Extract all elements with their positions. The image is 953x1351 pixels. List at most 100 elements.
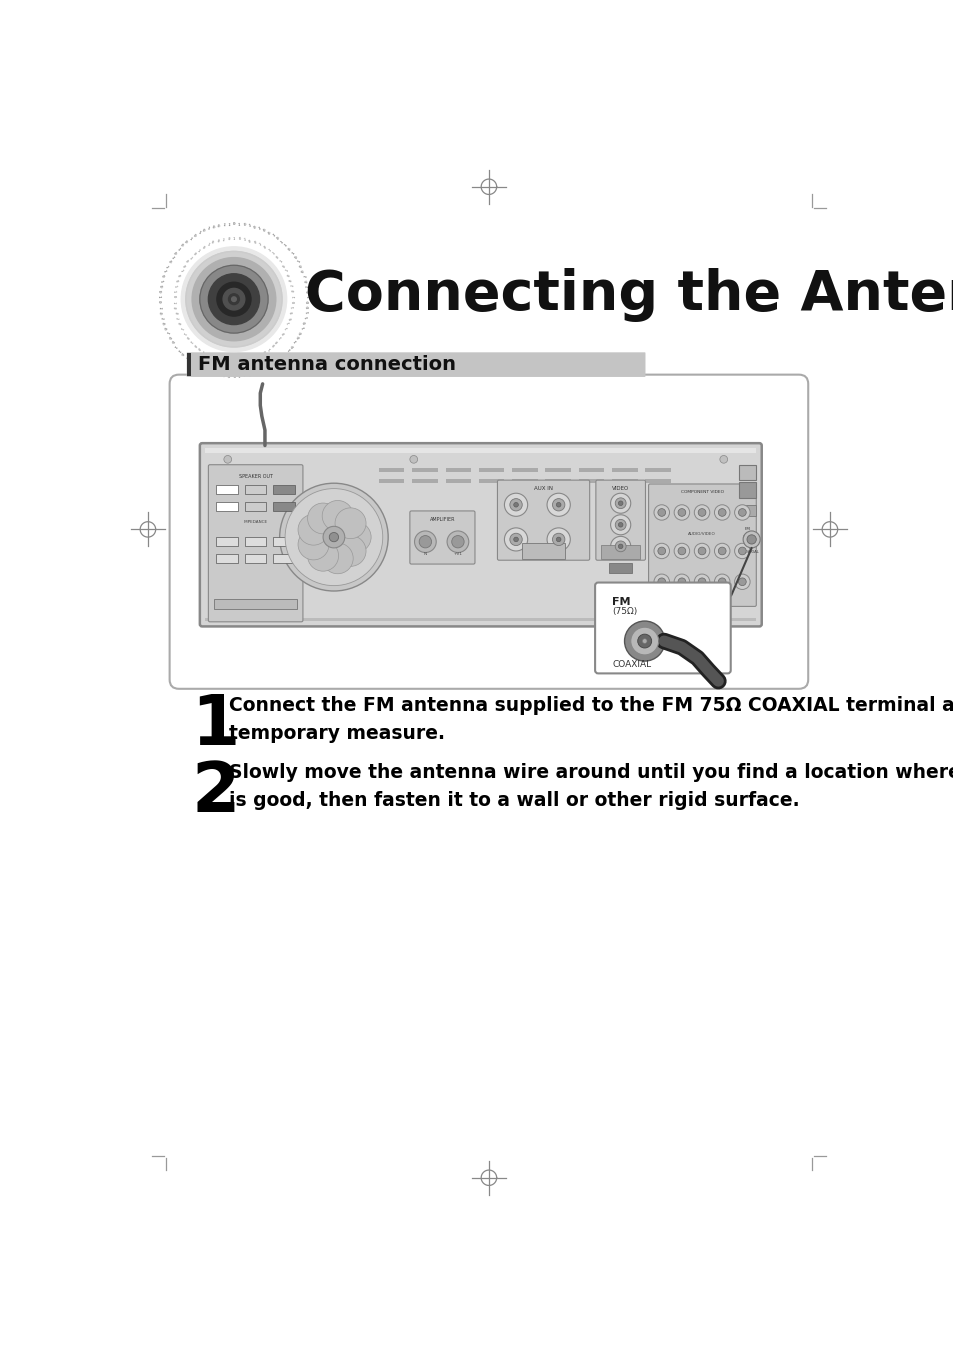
Circle shape — [624, 621, 664, 661]
FancyBboxPatch shape — [410, 511, 475, 565]
Text: 1: 1 — [175, 347, 180, 351]
Circle shape — [513, 538, 517, 542]
Text: 0: 0 — [272, 342, 275, 347]
Circle shape — [186, 251, 282, 347]
Circle shape — [552, 499, 564, 511]
Text: FM: FM — [744, 527, 750, 531]
Bar — [645, 480, 670, 484]
Text: 1: 1 — [306, 285, 310, 288]
Bar — [545, 467, 571, 471]
Circle shape — [738, 547, 745, 555]
Text: 1: 1 — [162, 269, 167, 273]
Text: 1: 1 — [221, 238, 225, 242]
Text: 0: 0 — [263, 349, 267, 353]
Text: 0: 0 — [289, 278, 294, 282]
Text: 0: 0 — [292, 301, 296, 303]
Text: 0: 0 — [237, 357, 240, 361]
Text: 0: 0 — [166, 259, 171, 263]
Text: 1: 1 — [292, 296, 296, 297]
Circle shape — [718, 547, 725, 555]
Text: 1: 1 — [267, 249, 272, 253]
Text: 0: 0 — [227, 372, 230, 376]
Circle shape — [415, 531, 436, 553]
Text: AMPLIFIER: AMPLIFIER — [429, 517, 455, 521]
Text: 1: 1 — [206, 367, 210, 372]
Bar — [578, 467, 604, 471]
Text: 0: 0 — [282, 263, 287, 269]
Text: 0: 0 — [172, 251, 177, 255]
Text: Connect the FM antenna supplied to the FM 75Ω COAXIAL terminal as a
temporary me: Connect the FM antenna supplied to the F… — [229, 696, 953, 743]
Text: COAXIAL: COAXIAL — [742, 550, 760, 554]
Text: 0: 0 — [253, 226, 256, 230]
Circle shape — [285, 489, 382, 585]
Text: 0: 0 — [257, 367, 261, 372]
Text: 0: 0 — [248, 239, 252, 243]
Text: 0: 0 — [248, 355, 252, 359]
Text: 0: 0 — [306, 290, 311, 293]
Text: 0: 0 — [296, 335, 301, 339]
Bar — [412, 480, 437, 484]
Circle shape — [698, 578, 705, 585]
Text: 0: 0 — [233, 357, 234, 361]
Text: 1: 1 — [248, 224, 251, 228]
Circle shape — [698, 508, 705, 516]
Text: 1: 1 — [237, 223, 240, 227]
Text: 1: 1 — [296, 259, 301, 263]
Circle shape — [746, 535, 756, 544]
Circle shape — [509, 499, 521, 511]
Text: 1: 1 — [196, 363, 200, 367]
Text: 1: 1 — [211, 353, 214, 358]
Bar — [478, 480, 504, 484]
Bar — [274, 485, 294, 494]
Text: 0: 0 — [160, 274, 165, 278]
Text: 1: 1 — [237, 372, 240, 376]
Text: 0: 0 — [179, 350, 184, 355]
Bar — [274, 501, 294, 511]
Text: 0: 0 — [275, 236, 280, 240]
Bar — [739, 482, 756, 497]
Bar — [245, 501, 266, 511]
Circle shape — [615, 519, 625, 530]
Circle shape — [654, 574, 669, 589]
Text: IN: IN — [423, 551, 427, 555]
Text: 1: 1 — [181, 330, 186, 334]
Bar — [478, 467, 504, 471]
Text: 1: 1 — [222, 372, 225, 376]
Text: 0: 0 — [157, 311, 162, 313]
Text: 1: 1 — [267, 346, 272, 350]
FancyBboxPatch shape — [170, 374, 807, 689]
Text: 1: 1 — [158, 316, 163, 319]
Circle shape — [654, 543, 669, 559]
FancyBboxPatch shape — [497, 480, 589, 561]
Text: 1: 1 — [227, 357, 230, 361]
Text: 0: 0 — [176, 322, 180, 324]
Text: 1: 1 — [304, 316, 309, 319]
Circle shape — [504, 528, 527, 551]
Circle shape — [720, 455, 727, 463]
Text: 0: 0 — [157, 285, 162, 288]
Text: 0: 0 — [272, 361, 275, 365]
Text: 0: 0 — [287, 274, 292, 277]
FancyBboxPatch shape — [199, 443, 760, 627]
Circle shape — [546, 528, 570, 551]
Text: 1: 1 — [291, 284, 294, 288]
Text: 0: 0 — [184, 335, 189, 339]
Circle shape — [418, 535, 431, 549]
Text: 0: 0 — [162, 326, 167, 330]
Circle shape — [658, 547, 665, 555]
Text: 0: 0 — [243, 372, 246, 376]
Text: 0: 0 — [307, 300, 311, 303]
Text: 1: 1 — [307, 295, 311, 299]
Text: 0: 0 — [282, 330, 287, 334]
Text: 0: 0 — [221, 357, 225, 361]
Text: 0: 0 — [287, 247, 292, 251]
Circle shape — [734, 505, 749, 520]
Bar — [274, 554, 294, 563]
Text: 1: 1 — [201, 349, 205, 353]
Text: IMPEDANCE: IMPEDANCE — [243, 520, 268, 524]
Text: 1: 1 — [172, 343, 177, 347]
Circle shape — [694, 574, 709, 589]
Circle shape — [618, 544, 622, 549]
Text: 1: 1 — [287, 347, 292, 351]
Text: 0: 0 — [237, 238, 240, 242]
